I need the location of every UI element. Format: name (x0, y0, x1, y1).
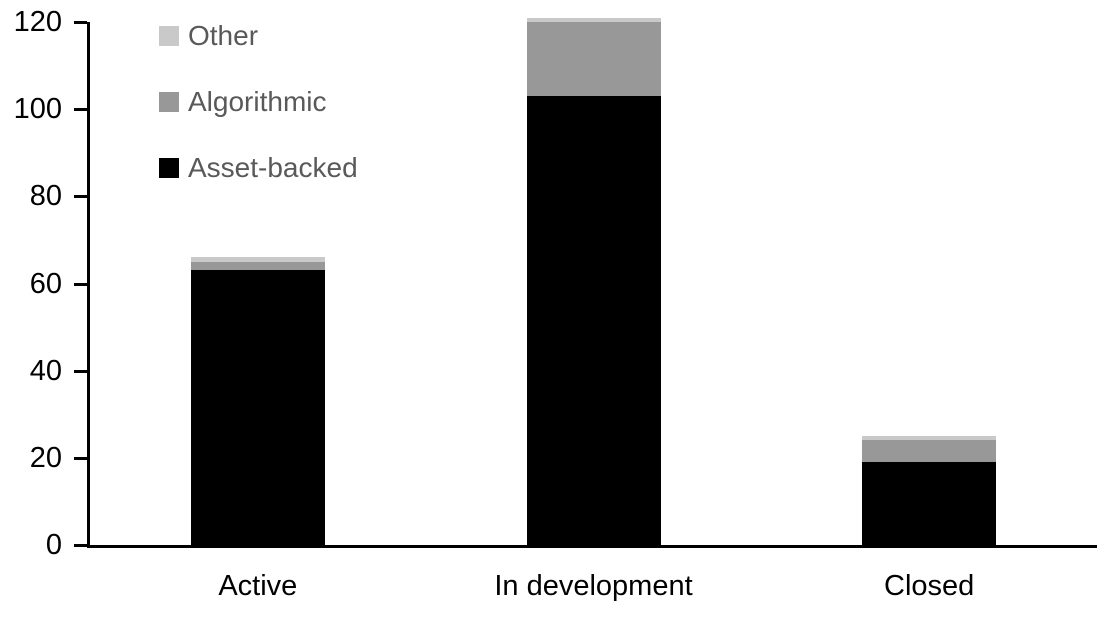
legend-swatch-algorithmic (159, 92, 179, 112)
y-axis-tick (74, 456, 87, 460)
bar-segment-algorithmic (862, 440, 997, 463)
y-axis-tick-label: 40 (29, 354, 62, 387)
x-axis-label: Closed (884, 570, 975, 602)
x-axis-label: Active (218, 570, 298, 602)
bar-segment-algorithmic (526, 22, 661, 97)
legend-swatch-other (159, 26, 179, 46)
legend-label-algorithmic: Algorithmic (188, 86, 327, 117)
x-axis-label: In development (494, 570, 693, 602)
y-axis-tick (74, 544, 87, 547)
bar-segment-other (526, 17, 661, 22)
y-axis-tick (74, 108, 87, 112)
y-axis-tick (74, 21, 87, 24)
legend-label-asset-backed: Asset-backed (188, 152, 358, 183)
y-axis-tick (74, 195, 87, 199)
bar-segment-other (190, 257, 325, 262)
y-axis-tick-label: 80 (29, 180, 62, 213)
y-axis-tick (74, 282, 87, 286)
x-axis-line (87, 545, 1097, 548)
legend-label-other: Other (188, 20, 259, 51)
bar-segment-asset-backed (862, 462, 997, 545)
bar-segment-asset-backed (190, 270, 325, 545)
y-axis-tick-label: 60 (29, 267, 62, 300)
bar-segment-other (862, 436, 997, 441)
bar-segment-asset-backed (526, 96, 661, 545)
y-axis-tick (74, 369, 87, 373)
y-axis-tick-label: 0 (45, 529, 62, 561)
bar-segment-algorithmic (190, 261, 325, 271)
y-axis-tick-label: 100 (13, 93, 62, 126)
y-axis-tick-label: 20 (29, 441, 62, 474)
y-axis-line (87, 22, 90, 548)
y-axis-tick-label: 120 (13, 6, 62, 38)
legend-swatch-asset-backed (159, 158, 179, 178)
